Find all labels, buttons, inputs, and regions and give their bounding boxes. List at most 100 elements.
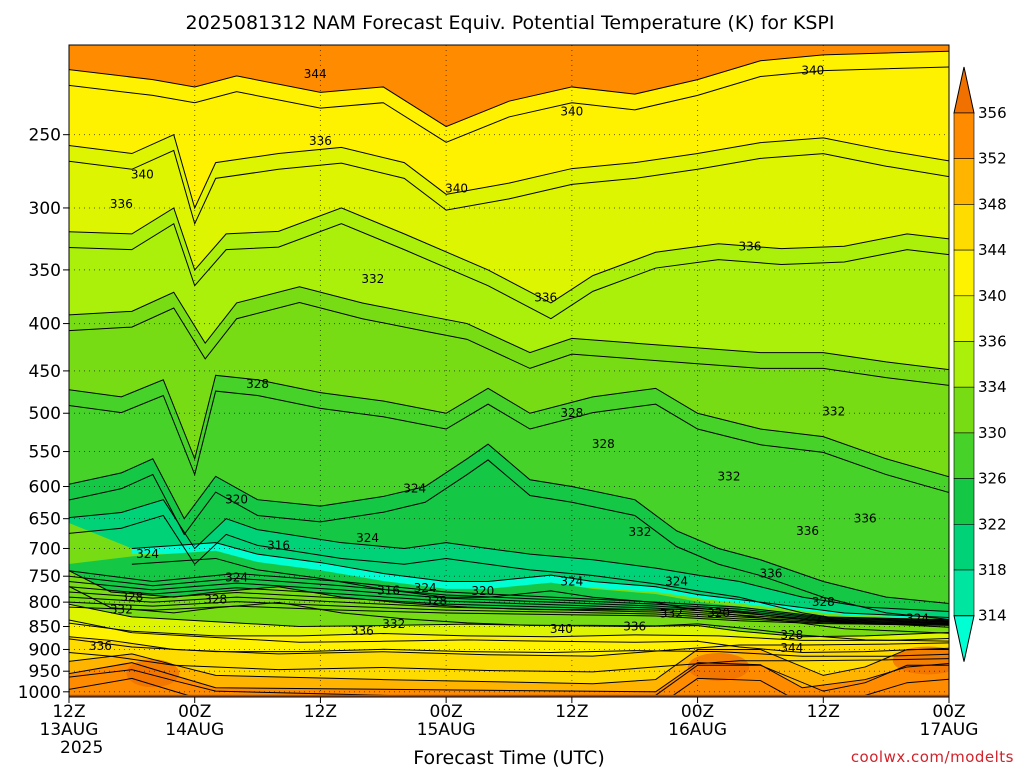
contour-line-3	[69, 286, 949, 371]
contour-label-2: 340	[560, 105, 583, 119]
colorbar-label-10: 318	[978, 561, 1007, 579]
contour-line-sub-2	[69, 222, 949, 320]
contour-line-sub-0	[69, 66, 949, 143]
band-324	[69, 444, 949, 612]
y-tick-label-5: 500	[29, 404, 61, 424]
y-tick-label-1: 300	[29, 199, 61, 219]
colorbar-segment-8	[953, 478, 975, 525]
colorbar-segment-5	[953, 341, 975, 388]
x-tick-label-0-1: 13AUG	[40, 720, 99, 740]
contour-label-9: 336	[534, 291, 557, 305]
band-328	[69, 375, 949, 604]
colorbar-label-8: 326	[978, 470, 1007, 488]
contour-label-34: 332	[110, 603, 133, 617]
y-tick-label-9: 700	[29, 539, 61, 559]
y-tick-label-14: 950	[29, 662, 61, 682]
chart-title: 2025081312 NAM Forecast Equiv. Potential…	[186, 12, 835, 34]
frontal-line-0	[69, 570, 949, 621]
credit-text: coolwx.com/modelts	[851, 748, 1014, 766]
contour-label-12: 332	[822, 405, 845, 419]
y-tick-label-15: 1000	[18, 683, 61, 703]
colorbar-segment-7	[953, 432, 975, 479]
colorbar-label-6: 334	[978, 378, 1007, 396]
colorbar-segment-3	[953, 249, 975, 297]
band-320	[69, 499, 949, 618]
ground-block	[69, 694, 949, 697]
contour-label-19: 332	[628, 525, 651, 539]
surface-max-1	[687, 652, 750, 681]
contour-line-sub-4	[69, 390, 949, 494]
x-tick-label-0-0: 12Z	[52, 702, 85, 722]
contour-label-39: 336	[351, 624, 374, 638]
contour-label-11: 328	[560, 406, 583, 420]
y-tick-label-13: 900	[29, 640, 61, 660]
theta-e-field	[69, 45, 949, 697]
x-tick-label-5-0: 00Z	[681, 702, 714, 722]
band-332	[69, 286, 949, 477]
contour-line-4	[69, 374, 949, 478]
contour-label-30: 328	[120, 590, 143, 604]
contour-label-38: 332	[382, 617, 405, 631]
contour-line-sub-12	[69, 664, 949, 697]
colorbar-label-9: 322	[978, 515, 1007, 533]
contour-line-sub-9	[69, 619, 949, 654]
colorbar-label-11: 314	[978, 607, 1007, 625]
colorbar-label-7: 330	[978, 424, 1007, 442]
x-tick-label-4-0: 12Z	[555, 702, 588, 722]
band-336	[69, 207, 949, 370]
grid-lines	[68, 45, 950, 697]
contour-line-1	[69, 133, 949, 210]
colorbar-label-2: 348	[978, 195, 1007, 213]
contour-label-13: 328	[592, 437, 615, 451]
y-tick-label-11: 800	[29, 593, 61, 613]
contour-line-9	[69, 603, 949, 638]
frontal-line-5	[69, 596, 949, 624]
contour-line-11	[69, 636, 949, 657]
contour-label-24: 336	[759, 567, 782, 581]
contour-label-5: 340	[445, 182, 468, 196]
contour-label-40: 340	[550, 622, 573, 636]
x-tick-label-2-0: 12Z	[304, 702, 337, 722]
x-tick-label-7-1: 17AUG	[920, 720, 979, 740]
colorbar-label-3: 344	[978, 241, 1007, 259]
ground-surface	[69, 694, 949, 697]
contour-label-22: 324	[136, 547, 159, 561]
contour-line-10	[69, 622, 949, 641]
y-tick-label-0: 250	[29, 126, 61, 146]
contour-label-29: 320	[471, 584, 494, 598]
contour-label-41: 336	[623, 619, 646, 633]
band-344	[69, 51, 949, 208]
contour-label-4: 340	[131, 167, 154, 181]
contour-label-20: 324	[356, 531, 379, 545]
contour-label-33: 328	[812, 595, 835, 609]
contour-line-sub-11	[69, 652, 949, 673]
x-tick-label-3-0: 00Z	[430, 702, 463, 722]
colorbar-segment-2	[953, 204, 975, 251]
contour-line-sub-13	[69, 677, 949, 697]
x-tick-label-0-2: 2025	[60, 738, 103, 758]
x-tick-label-1-0: 00Z	[178, 702, 211, 722]
x-axis-label: Forecast Time (UTC)	[413, 747, 604, 768]
band-348	[69, 45, 949, 127]
contour-label-44: 336	[89, 639, 112, 653]
colorbar: 356 352 348 344 340 336 334 330 326 322 318 314	[953, 66, 1007, 662]
colorbar-label-0: 356	[978, 104, 1007, 122]
contour-label-37: 324	[906, 611, 929, 625]
contour-line-2	[69, 207, 949, 304]
contour-label-26: 324	[665, 575, 688, 589]
y-tick-label-4: 450	[29, 362, 61, 382]
contour-label-36: 320	[707, 606, 730, 620]
band-340-low	[69, 623, 949, 657]
contour-line-6	[69, 499, 949, 613]
y-tick-label-12: 850	[29, 617, 61, 637]
contour-label-10: 328	[246, 377, 269, 391]
y-tick-label-10: 750	[29, 567, 61, 587]
band-344-low	[69, 636, 949, 684]
contour-label-27: 324	[414, 581, 437, 595]
contour-label-28: 316	[377, 583, 400, 597]
contour-line-0	[69, 50, 949, 128]
contour-line-sub-7	[131, 557, 949, 634]
contour-line-sub-3	[69, 302, 949, 386]
